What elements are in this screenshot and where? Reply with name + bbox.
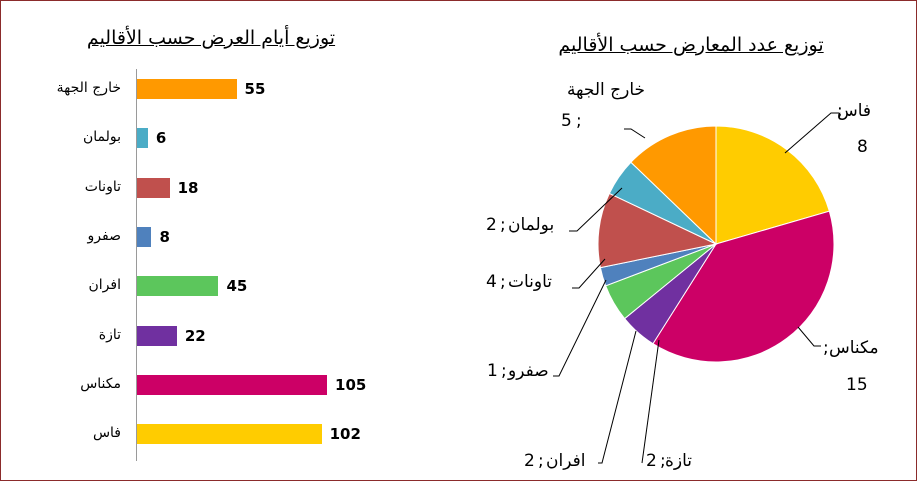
bar-category-label: فاس — [92, 425, 121, 442]
bar-category-label: صفرو — [87, 227, 121, 244]
pie-label-value: 2 — [486, 215, 497, 235]
bar-category-label: خارج الجهة — [56, 80, 121, 96]
bar-category-label: تازة — [98, 326, 121, 343]
pie-label-separator: ; — [576, 111, 582, 131]
bar-mark — [137, 424, 322, 445]
bar-mark — [137, 79, 237, 99]
bar-value-label: 8 — [159, 227, 170, 246]
pie-label-value: 4 — [486, 272, 497, 292]
bar-category-label: افران — [88, 277, 121, 294]
pie-label-name: فاس — [837, 101, 872, 121]
bar-mark — [137, 374, 328, 395]
pie-label-separator: ; — [501, 361, 507, 381]
pie-label-name: افران — [546, 451, 586, 471]
pie-label-separator: ; — [538, 451, 544, 471]
bar-mark — [137, 177, 170, 198]
pie-label-separator: ; — [837, 101, 843, 121]
pie-label-value: 5 — [561, 111, 572, 131]
pie-label-name: خارج الجهة — [566, 80, 646, 100]
pie-chart-title: توزيع عدد المعارض حسب الأقاليم — [558, 34, 824, 56]
bar-value-label: 22 — [184, 326, 206, 345]
pie-label-value: 15 — [846, 375, 868, 395]
pie-label-value: 2 — [524, 451, 535, 471]
pie-label-separator: ; — [500, 215, 506, 235]
bar-value-label: 105 — [335, 375, 367, 394]
pie-slice — [715, 125, 830, 245]
bar-value-label: 45 — [226, 277, 248, 296]
bar-mark — [137, 276, 219, 297]
pie-slice — [630, 125, 717, 246]
bar-chart-axis — [136, 69, 137, 461]
pie-leader-line — [784, 112, 839, 154]
pie-leader-line — [598, 330, 637, 464]
pie-leader-line — [624, 128, 646, 139]
bar-category-label: مكناس — [80, 375, 121, 392]
pie-label-separator: ; — [823, 338, 829, 358]
pie-chart — [553, 112, 839, 464]
bar-category-label: بولمان — [82, 129, 121, 146]
pie-leader-line — [797, 326, 821, 347]
bar-value-label: 102 — [329, 425, 361, 444]
pie-leader-line — [569, 187, 623, 232]
pie-label-name: تاونات — [508, 272, 553, 292]
pie-label-name: صفرو — [508, 361, 549, 381]
pie-label-value: 8 — [857, 137, 868, 157]
pie-leader-line — [572, 258, 606, 289]
bar-value-label: 6 — [155, 129, 167, 148]
pie-label-value: 1 — [487, 361, 498, 381]
pie-leader-line — [553, 279, 607, 377]
bar-category-label: تاونات — [84, 178, 121, 195]
pie-label-name: مكناس — [829, 338, 879, 358]
pie-slice — [652, 210, 835, 363]
pie-label-name: تازة — [665, 451, 693, 471]
bar-value-label: 55 — [244, 80, 266, 98]
bar-mark — [137, 128, 148, 149]
pie-label-separator: ; — [660, 451, 666, 471]
pie-leader-line — [641, 339, 660, 464]
pie-label-separator: ; — [500, 272, 506, 292]
pie-label-value: 2 — [646, 451, 657, 471]
bar-chart-title: توزيع أيام العرض حسب الأقاليم — [86, 27, 336, 49]
pie-label-name: بولمان — [508, 215, 555, 235]
bar-mark — [137, 325, 177, 346]
bar-mark — [137, 226, 152, 247]
bar-value-label: 18 — [177, 178, 199, 197]
pie-slice — [597, 192, 718, 269]
